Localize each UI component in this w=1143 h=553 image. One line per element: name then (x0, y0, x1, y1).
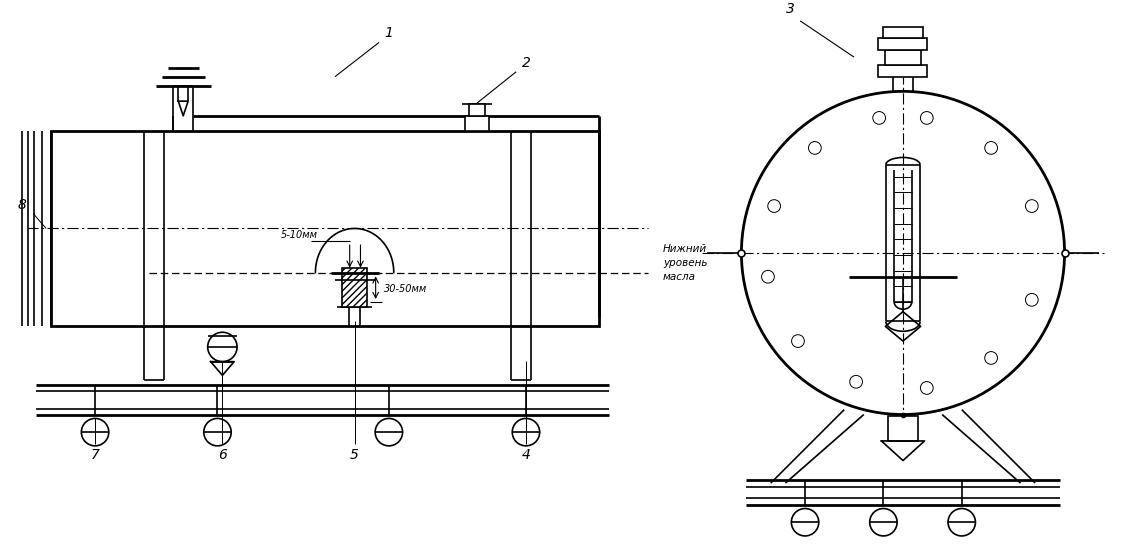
Text: 6: 6 (218, 447, 226, 462)
Bar (465, 116, 489, 131)
Text: 5: 5 (350, 447, 359, 462)
Bar (886, 50, 920, 65)
Bar (879, 39, 927, 50)
Bar (51, 131, 599, 326)
Bar (469, 104, 485, 116)
Bar (343, 268, 367, 307)
Bar (888, 416, 918, 441)
Text: 2: 2 (521, 56, 530, 70)
Text: 30-50мм: 30-50мм (384, 284, 427, 294)
Text: 7: 7 (90, 447, 99, 462)
Text: 1: 1 (384, 27, 393, 40)
Text: Нижний
уровень
масла: Нижний уровень масла (663, 244, 708, 281)
Bar (884, 27, 922, 39)
Bar (879, 65, 927, 77)
Text: 5-10мм: 5-10мм (281, 230, 318, 240)
Text: 8: 8 (17, 198, 26, 212)
Text: 3: 3 (786, 2, 794, 16)
Text: 4: 4 (521, 447, 530, 462)
